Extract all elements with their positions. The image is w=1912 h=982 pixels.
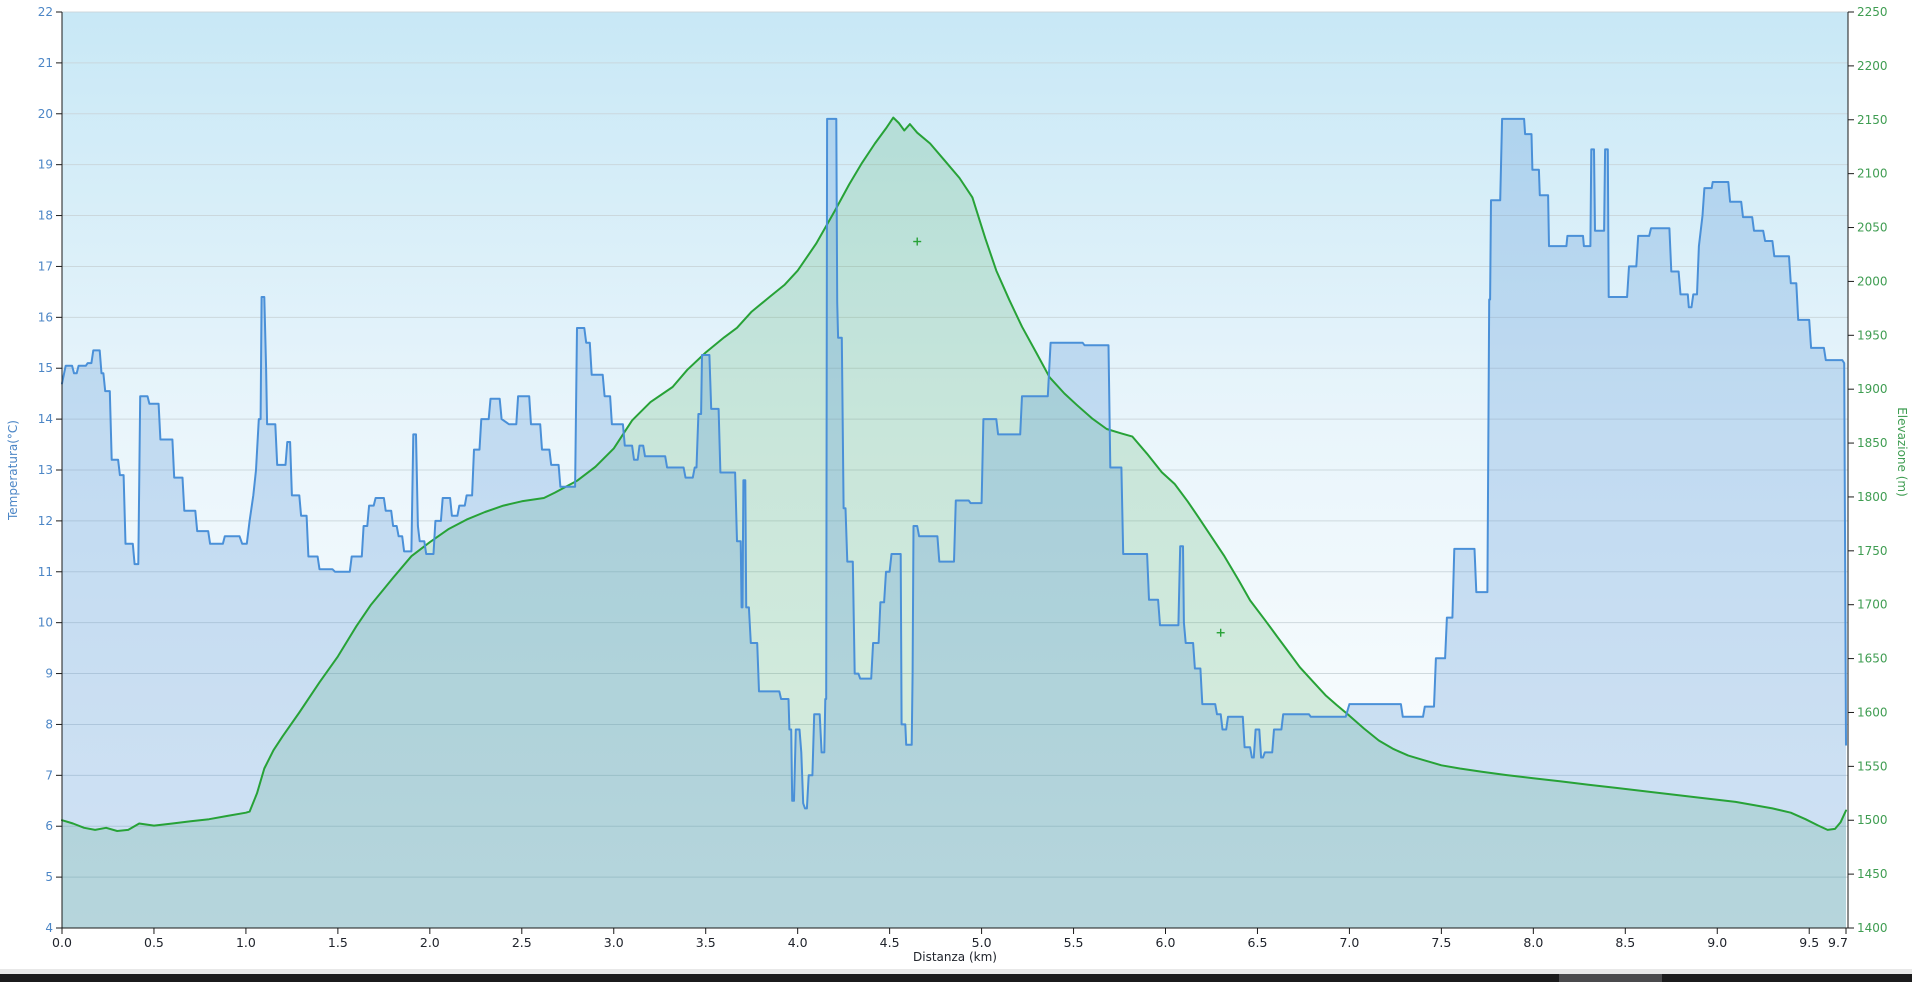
right-tick-label: 1550 [1857, 759, 1888, 773]
temperatura-line [61, 117, 1847, 810]
left-tick-label: 10 [38, 616, 53, 630]
elevazione-line [61, 116, 1847, 832]
left-tick-label: 22 [38, 5, 53, 19]
plot-area: 4 5 6 7 8 9 10 11 12 13 14 15 16 17 18 19 20 21 22 1400 1450… [38, 5, 1888, 950]
x-tick-label: 7.5 [1431, 935, 1451, 950]
elevazione-area [62, 117, 1846, 929]
x-tick-label: 9.7 [1828, 935, 1848, 950]
x-tick-label: 4.5 [880, 935, 900, 950]
left-tick-label: 19 [38, 158, 53, 172]
left-tick-label: 15 [38, 361, 53, 375]
right-axis-title: Elevazione (m) [1895, 407, 1909, 497]
x-tick-label: 5.0 [972, 935, 992, 950]
x-tick-label: 2.0 [420, 935, 440, 950]
right-tick-label: 1750 [1857, 544, 1888, 558]
x-tick-label: 0.5 [144, 935, 164, 950]
right-tick-label: 2100 [1857, 167, 1888, 181]
x-tick-label: 1.5 [328, 935, 348, 950]
right-tick-label: 1500 [1857, 813, 1888, 827]
right-tick-label: 2000 [1857, 274, 1888, 288]
right-tick-label: 2050 [1857, 221, 1888, 235]
left-tick-label: 16 [38, 310, 53, 324]
left-tick-label: 13 [38, 463, 53, 477]
x-tick-label: 3.5 [696, 935, 716, 950]
left-tick-label: 7 [45, 768, 53, 782]
left-tick-label: 14 [38, 412, 53, 426]
taskbar-active-item[interactable] [1559, 974, 1662, 982]
temperatura-area [62, 118, 1846, 928]
x-tick-label: 9.0 [1707, 935, 1727, 950]
x-tick-label: 3.0 [604, 935, 624, 950]
left-tick-label: 20 [38, 107, 53, 121]
x-tick-label: 8.5 [1615, 935, 1635, 950]
right-tick-label: 1700 [1857, 598, 1888, 612]
right-tick-label: 1850 [1857, 436, 1888, 450]
x-tick-label: 2.5 [512, 935, 532, 950]
x-tick-label: 4.0 [788, 935, 808, 950]
taskbar-strip[interactable] [0, 974, 1912, 982]
right-tick-label: 1900 [1857, 382, 1888, 396]
right-tick-label: 1400 [1857, 921, 1888, 935]
taskbar-divider [0, 969, 1912, 974]
left-tick-label: 6 [45, 819, 53, 833]
left-tick-label: 8 [45, 717, 53, 731]
right-tick-label: 1450 [1857, 867, 1888, 881]
x-tick-label: 1.0 [236, 935, 256, 950]
x-axis-title: Distanza (km) [913, 950, 997, 964]
left-tick-label: 11 [38, 565, 53, 579]
x-tick-label: 0.0 [52, 935, 72, 950]
left-tick-label: 17 [38, 259, 53, 273]
left-axis-title: Temperatura(°C) [6, 420, 20, 521]
x-tick-label: 5.5 [1064, 935, 1084, 950]
left-tick-label: 4 [45, 921, 53, 935]
left-tick-label: 18 [38, 209, 53, 223]
right-tick-label: 1800 [1857, 490, 1888, 504]
right-tick-label: 2250 [1857, 5, 1888, 19]
x-tick-label: 6.5 [1248, 935, 1268, 950]
left-tick-label: 5 [45, 870, 53, 884]
right-tick-label: 1650 [1857, 652, 1888, 666]
right-tick-label: 1600 [1857, 705, 1888, 719]
x-tick-label: 7.0 [1339, 935, 1359, 950]
right-tick-label: 2150 [1857, 113, 1888, 127]
x-tick-label: 6.0 [1156, 935, 1176, 950]
left-tick-label: 9 [45, 667, 53, 681]
right-tick-label: 1950 [1857, 328, 1888, 342]
right-tick-label: 2200 [1857, 59, 1888, 73]
x-tick-label: 8.0 [1523, 935, 1543, 950]
left-tick-label: 12 [38, 514, 53, 528]
x-tick-label: 9.5 [1799, 935, 1819, 950]
left-tick-label: 21 [38, 56, 53, 70]
